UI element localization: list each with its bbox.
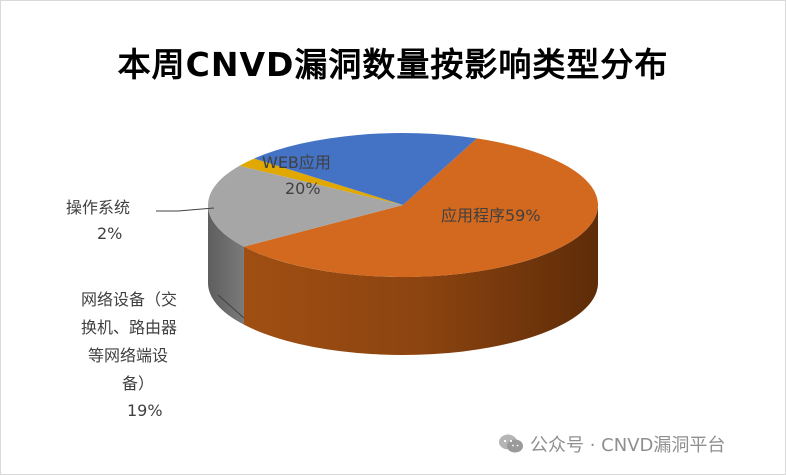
label-network-line1: 网络设备（交 [81,290,177,309]
leader-lines [156,207,245,319]
pie-tops [208,132,599,278]
os-leader-line [156,207,215,212]
pie-sides [208,205,598,355]
label-network-line2: 换机、路由器 [81,318,177,337]
chart-title: 本周CNVD漏洞数量按影响类型分布 [117,45,669,84]
label-app: 应用程序59% [441,206,541,225]
watermark-text: 公众号 · CNVD漏洞平台 [530,435,726,456]
label-network-line3: 等网络端设 [88,346,168,365]
label-web-name: WEB应用 [262,153,331,172]
wechat-icon [499,434,523,453]
label-os-name: 操作系统 [66,198,130,217]
label-network-line4: 备） [122,374,154,393]
label-web-pct: 20% [285,179,321,198]
watermark: 公众号 · CNVD漏洞平台 [498,431,725,457]
network-leader-line [217,294,245,319]
pie-side-app [243,205,598,355]
pie-side-network [208,205,244,325]
pie-slice-os [239,158,403,205]
label-os-pct: 2% [97,224,122,243]
label-network-pct: 19% [127,401,163,420]
pie-slice-app [243,138,599,278]
pie-slice-network [208,165,403,247]
pie-slice-web [254,132,477,205]
